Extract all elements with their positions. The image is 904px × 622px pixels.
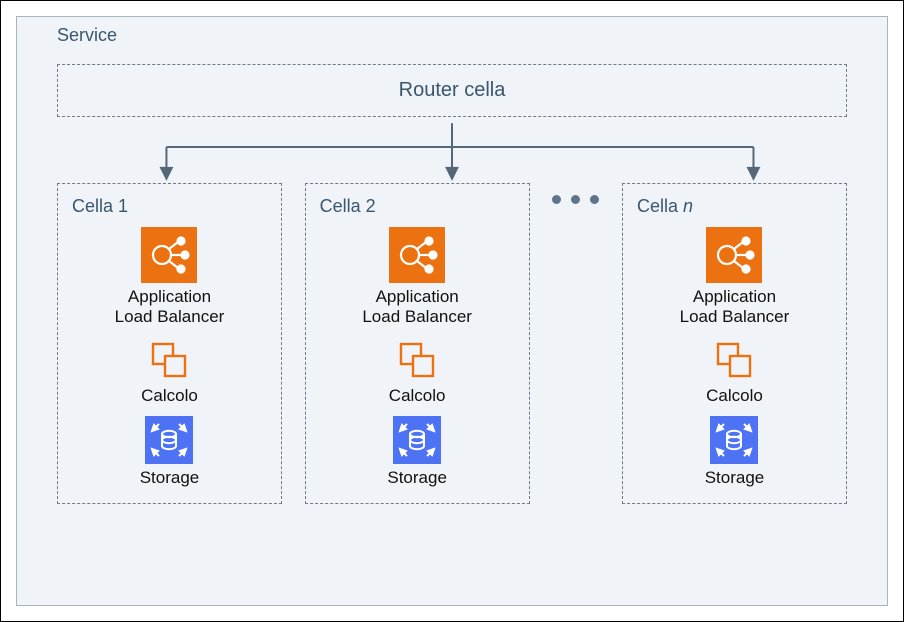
diagram-frame: Service Router cella bbox=[0, 0, 904, 622]
cell-1: Cella 1 bbox=[57, 183, 282, 504]
compute-icon bbox=[712, 338, 756, 382]
dot-icon bbox=[590, 195, 599, 204]
compute-label: Calcolo bbox=[141, 386, 198, 406]
cell-n-storage: Storage bbox=[705, 416, 765, 488]
alb-label: Application Load Balancer bbox=[362, 287, 472, 328]
cell-2-compute: Calcolo bbox=[389, 338, 446, 406]
cell-2-storage: Storage bbox=[387, 416, 447, 488]
storage-icon bbox=[710, 416, 758, 464]
storage-icon bbox=[393, 416, 441, 464]
cell-2: Cella 2 bbox=[305, 183, 530, 504]
cell-n-title: Cella n bbox=[637, 196, 693, 217]
dot-icon bbox=[571, 195, 580, 204]
cell-1-storage: Storage bbox=[140, 416, 200, 488]
cell-n-alb: Application Load Balancer bbox=[680, 227, 790, 328]
alb-label: Application Load Balancer bbox=[115, 287, 225, 328]
cell-2-alb: Application Load Balancer bbox=[362, 227, 472, 328]
storage-label: Storage bbox=[705, 468, 765, 488]
compute-icon bbox=[147, 338, 191, 382]
alb-label: Application Load Balancer bbox=[680, 287, 790, 328]
cell-1-alb: Application Load Balancer bbox=[115, 227, 225, 328]
storage-label: Storage bbox=[140, 468, 200, 488]
alb-icon bbox=[706, 227, 762, 283]
cell-2-title: Cella 2 bbox=[320, 196, 376, 217]
compute-icon bbox=[395, 338, 439, 382]
cell-n-compute: Calcolo bbox=[706, 338, 763, 406]
router-label: Router cella bbox=[399, 79, 506, 101]
storage-label: Storage bbox=[387, 468, 447, 488]
service-container: Service Router cella bbox=[16, 16, 888, 606]
alb-icon bbox=[389, 227, 445, 283]
alb-icon bbox=[141, 227, 197, 283]
cell-n: Cella n bbox=[622, 183, 847, 504]
cell-1-compute: Calcolo bbox=[141, 338, 198, 406]
router-cell-box: Router cella bbox=[57, 64, 847, 117]
storage-icon bbox=[145, 416, 193, 464]
cell-1-title: Cella 1 bbox=[72, 196, 128, 217]
dot-icon bbox=[552, 195, 561, 204]
compute-label: Calcolo bbox=[706, 386, 763, 406]
compute-label: Calcolo bbox=[389, 386, 446, 406]
cells-row: Cella 1 bbox=[57, 183, 847, 504]
ellipsis-dots bbox=[552, 187, 599, 204]
service-label: Service bbox=[57, 25, 847, 46]
connector-area bbox=[57, 123, 847, 183]
connector-svg bbox=[57, 123, 847, 183]
